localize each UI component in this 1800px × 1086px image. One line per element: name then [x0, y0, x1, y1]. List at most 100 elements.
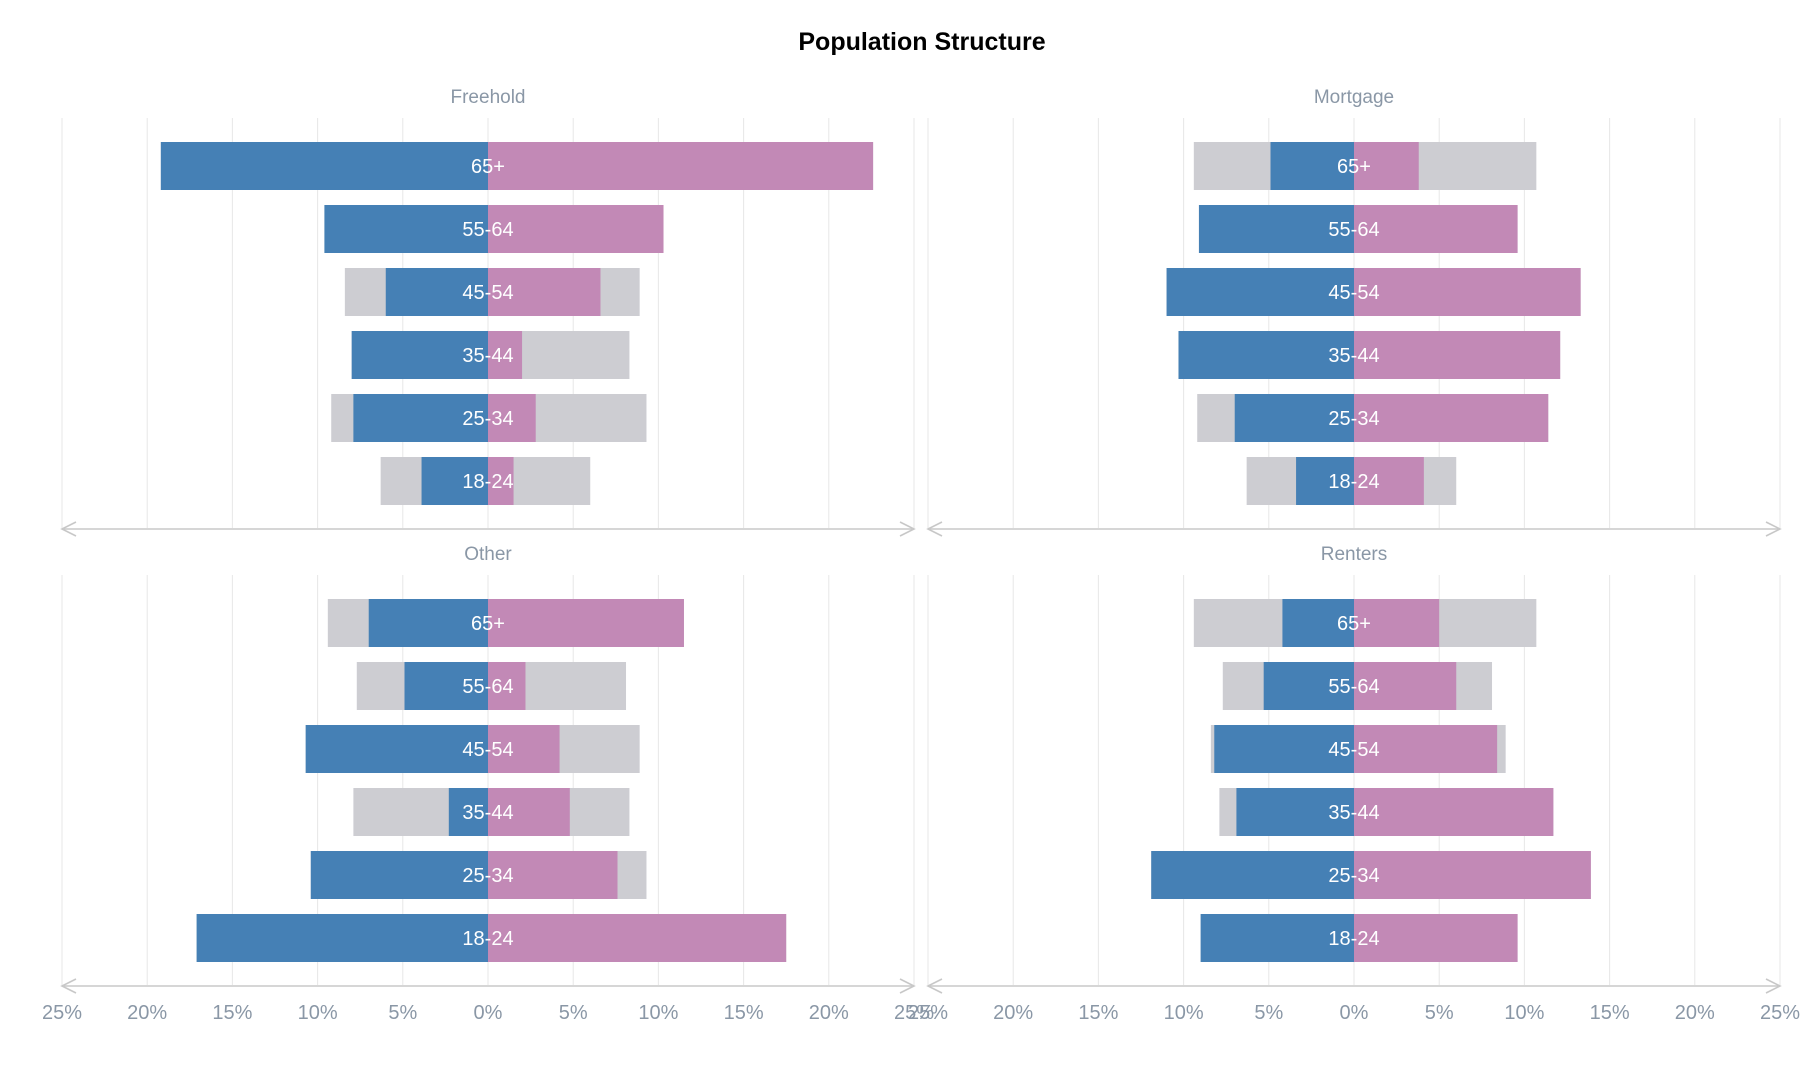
age-label-45-54: 45-54 [462, 739, 513, 761]
axis-arrow [60, 978, 916, 994]
age-label-45-54: 45-54 [1328, 282, 1379, 304]
bar-right-45-54 [488, 725, 560, 773]
age-label-25-34: 25-34 [1328, 865, 1379, 887]
axis-arrowhead-right [899, 978, 916, 994]
age-label-25-34: 25-34 [462, 408, 513, 430]
panels-layer: Freehold 65+ 55-64 45-54 35-44 25-34 18-24 Mort… [60, 87, 1782, 994]
bar-left-18-24 [1296, 457, 1354, 505]
tick-label: 0% [1340, 1002, 1369, 1024]
tick-label: 10% [638, 1002, 678, 1024]
age-label-65: 65+ [1337, 156, 1371, 178]
tick-label: 20% [993, 1002, 1033, 1024]
bar-left-45-54 [1214, 725, 1354, 773]
panel-other: Other 65+ 55-64 45-54 35-44 25-34 18-24 [60, 544, 916, 994]
bar-right-55-64 [1354, 205, 1518, 253]
bar-right-25-34 [488, 394, 536, 442]
axis-arrowhead-left [926, 521, 943, 537]
axis-arrowhead-right [899, 521, 916, 537]
axis-arrowhead-left [60, 521, 77, 537]
age-label-35-44: 35-44 [462, 345, 513, 367]
bar-left-65 [1282, 599, 1354, 647]
axis-arrowhead-right [1765, 521, 1782, 537]
panel-renters: Renters 65+ 55-64 45-54 35-44 25-34 18-24 [926, 544, 1782, 994]
age-label-18-24: 18-24 [462, 928, 513, 950]
panel-mortgage: Mortgage 65+ 55-64 45-54 35-44 25-34 18-24 [926, 87, 1782, 537]
tick-label: 15% [1078, 1002, 1118, 1024]
bar-left-45-54 [305, 725, 488, 773]
bar-left-45-54 [385, 268, 488, 316]
age-label-18-24: 18-24 [1328, 471, 1379, 493]
bar-left-55-64 [1198, 205, 1354, 253]
bar-right-35-44 [488, 331, 523, 379]
age-label-65: 65+ [471, 156, 505, 178]
age-label-18-24: 18-24 [462, 471, 513, 493]
bar-left-18-24 [421, 457, 488, 505]
age-label-55-64: 55-64 [462, 676, 513, 698]
bar-right-45-54 [1354, 268, 1581, 316]
tick-label: 10% [1164, 1002, 1204, 1024]
bar-left-35-44 [351, 331, 488, 379]
bar-left-25-34 [1234, 394, 1354, 442]
age-label-65: 65+ [471, 613, 505, 635]
bar-left-25-34 [353, 394, 488, 442]
bar-left-55-64 [324, 205, 488, 253]
bar-left-45-54 [1166, 268, 1354, 316]
age-label-25-34: 25-34 [1328, 408, 1379, 430]
panel-freehold: Freehold 65+ 55-64 45-54 35-44 25-34 18-24 [60, 87, 916, 537]
tick-label: 5% [559, 1002, 588, 1024]
age-label-25-34: 25-34 [462, 865, 513, 887]
axis-arrow [60, 521, 916, 537]
axis-arrowhead-right [1765, 978, 1782, 994]
panel-title: Freehold [451, 87, 526, 108]
bar-right-45-54 [1354, 725, 1498, 773]
tick-label: 10% [1504, 1002, 1544, 1024]
tick-label: 5% [1254, 1002, 1283, 1024]
bar-right-18-24 [1354, 457, 1424, 505]
axis-arrow [926, 978, 1782, 994]
bar-right-18-24 [488, 914, 787, 962]
age-label-45-54: 45-54 [462, 282, 513, 304]
age-label-35-44: 35-44 [462, 802, 513, 824]
bar-right-65 [488, 599, 684, 647]
bar-left-35-44 [1236, 788, 1354, 836]
bar-right-65 [1354, 142, 1419, 190]
bar-right-65 [1354, 599, 1440, 647]
bar-left-18-24 [1200, 914, 1354, 962]
tick-label: 20% [809, 1002, 849, 1024]
bar-right-18-24 [488, 457, 514, 505]
axis-arrow [926, 521, 1782, 537]
panel-title: Mortgage [1314, 87, 1394, 108]
tick-label: 5% [1425, 1002, 1454, 1024]
tick-label: 25% [894, 1002, 934, 1024]
bar-right-55-64 [1354, 662, 1457, 710]
bar-left-65 [368, 599, 488, 647]
tick-label: 10% [298, 1002, 338, 1024]
tick-label: 20% [1675, 1002, 1715, 1024]
bar-left-65 [160, 142, 488, 190]
bar-left-55-64 [1263, 662, 1354, 710]
bar-right-35-44 [488, 788, 570, 836]
bar-right-25-34 [488, 851, 618, 899]
tick-label: 0% [474, 1002, 503, 1024]
age-label-55-64: 55-64 [1328, 676, 1379, 698]
bar-right-65 [488, 142, 874, 190]
axis-arrowhead-left [60, 978, 77, 994]
tick-label: 15% [1590, 1002, 1630, 1024]
bar-right-55-64 [488, 662, 526, 710]
bar-left-35-44 [448, 788, 488, 836]
age-label-55-64: 55-64 [1328, 219, 1379, 241]
tick-label: 25% [1760, 1002, 1800, 1024]
bar-left-25-34 [310, 851, 488, 899]
tick-label: 5% [388, 1002, 417, 1024]
x-axis-tick-labels: 25% 20% 15% 10% 5% 0% 5% 10% 15% 20% 25%25% 20% 15% 1… [42, 1002, 1800, 1024]
bar-right-18-24 [1354, 914, 1518, 962]
tick-label: 15% [212, 1002, 252, 1024]
bar-right-25-34 [1354, 394, 1549, 442]
tick-label: 15% [724, 1002, 764, 1024]
bar-right-35-44 [1354, 788, 1554, 836]
bar-right-55-64 [488, 205, 664, 253]
age-label-65: 65+ [1337, 613, 1371, 635]
age-label-35-44: 35-44 [1328, 802, 1379, 824]
bar-right-35-44 [1354, 331, 1561, 379]
